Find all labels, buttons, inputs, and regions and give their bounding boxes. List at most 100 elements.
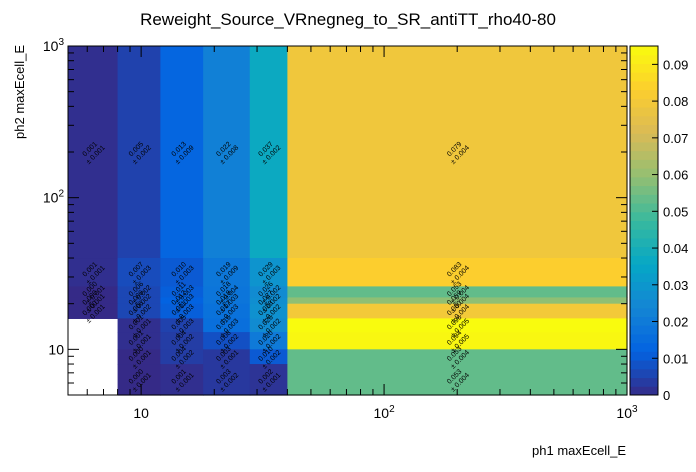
colorbar-band [630,281,658,291]
heatmap-cell [160,349,204,365]
heatmap-cells [68,46,628,396]
heatmap-cell [160,332,204,350]
x-tick-label: 103 [616,404,638,421]
heatmap-cell [203,303,251,319]
y-tick-label: 102 [43,189,65,206]
colorbar-band [630,255,658,265]
y-tick-label: 103 [43,37,65,54]
colorbar-tick-label: 0.07 [663,131,688,146]
chart-title: Reweight_Source_VRnegneg_to_SR_antiTT_rh… [140,10,556,29]
heatmap-cell [287,318,628,333]
colorbar-band [630,168,658,178]
colorbar-band [630,290,658,300]
x-tick-label: 10 [133,405,149,421]
heatmap-cell [160,258,204,288]
colorbar-band [630,316,658,326]
heatmap-cell [249,46,288,259]
heatmap-cell [203,258,251,288]
colorbar-band [630,89,658,99]
colorbar-band [630,176,658,187]
heatmap-cell [249,258,288,288]
heatmap-cell [68,286,119,299]
heatmap-cell [287,303,628,319]
colorbar-frame [629,45,659,396]
colorbar-band [630,141,658,152]
heatmap-cell [287,286,628,299]
heatmap-cell [117,258,161,288]
heatmap-cell [249,364,288,396]
heatmap-cell [117,364,161,396]
colorbar-band [630,377,658,387]
colorbar-band [630,368,658,379]
heatmap-cell [203,297,251,305]
colorbar-band [630,272,658,283]
colorbar-tick-label: 0.06 [663,168,688,183]
colorbar-band [630,264,658,274]
heatmap-cell [203,318,251,333]
colorbar-band [630,54,658,64]
colorbar-tick-label: 0.01 [663,351,688,366]
colorbar-band [630,150,658,160]
heatmap-cell [68,258,119,288]
colorbar-tick-label: 0.08 [663,94,688,109]
heatmap-cell [203,349,251,365]
x-tick-label: 102 [373,404,395,421]
heatmap-cell [203,46,251,259]
heatmap-cell [117,286,161,299]
colorbar-band [630,185,658,195]
colorbar-band [630,194,658,204]
colorbar-band [630,325,658,335]
heatmap-cell [249,349,288,365]
heatmap-cell [249,303,288,319]
heatmap-cell [249,286,288,299]
heatmap-cell [287,349,628,365]
colorbar-band [630,342,658,352]
colorbar-band [630,307,658,317]
colorbar-band [630,211,658,221]
colorbar-band [630,351,658,361]
colorbar-band [630,386,658,396]
axes: 10 102 103 10 102 103 [43,37,638,421]
colorbar-band [630,115,658,126]
colorbar-band [630,72,658,82]
y-tick-label: 10 [48,341,64,357]
colorbar-tick-label: 0.04 [663,241,688,256]
heatmap-cell [203,364,251,396]
heatmap-cell [68,46,119,259]
heatmap-cell [68,303,119,319]
colorbar-tick-label: 0.02 [663,315,688,330]
colorbar-tick-label: 0.05 [663,204,688,219]
colorbar-band [630,107,658,117]
colorbar-band [630,159,658,169]
heatmap-cell [117,318,161,333]
heatmap-cell [160,286,204,299]
heatmap-cell [287,297,628,305]
heatmap-cell [160,318,204,333]
heatmap-cell [68,297,119,305]
heatmap-cell [287,258,628,288]
colorbar-band [630,299,658,309]
heatmap-cell [160,46,204,259]
heatmap-cell [160,297,204,305]
colorbar: 0 0.01 0.02 0.03 0.04 0.05 0.06 0.07 0.08 0.09 [629,45,688,403]
heatmap-cell [249,318,288,333]
colorbar-tick-label: 0 [663,388,670,403]
colorbar-band [630,98,658,108]
colorbar-band [630,229,658,239]
heatmap-cell [160,364,204,396]
heatmap-cell [249,332,288,350]
colorbar-band [630,246,658,256]
heatmap-cell [203,332,251,350]
colorbar-band [630,63,658,73]
heatmap-cell [287,46,628,259]
colorbar-band [630,203,658,213]
colorbar-band [630,124,658,134]
heatmap-cell [160,303,204,319]
colorbar-band [630,333,658,344]
colorbar-band [630,360,658,370]
heatmap-cell [117,332,161,350]
heatmap-cell [117,349,161,365]
heatmap-cell [249,297,288,305]
colorbar-band [630,237,658,248]
